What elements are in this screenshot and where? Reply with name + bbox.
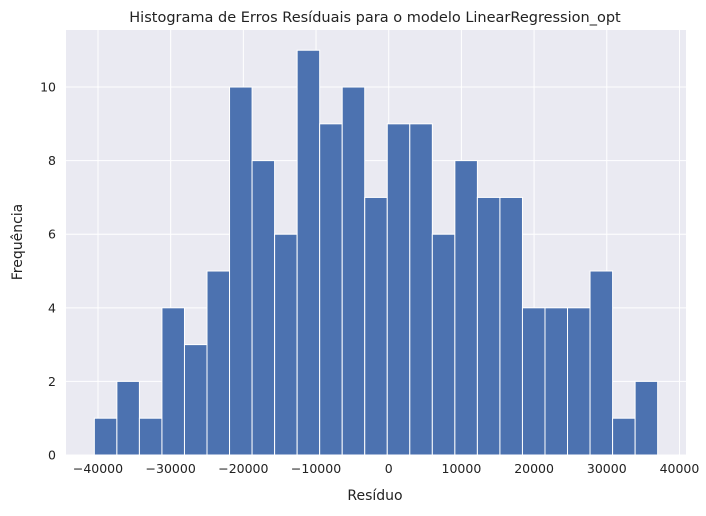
y-tick-label: 2 — [48, 374, 56, 389]
histogram-bar — [274, 233, 298, 456]
y-tick-label: 6 — [48, 227, 56, 242]
histogram-bar — [138, 417, 163, 456]
histogram-bar — [499, 196, 523, 456]
x-tick-label: 10000 — [442, 461, 482, 476]
histogram-bar — [544, 307, 569, 456]
y-axis-ticks: 0 2 4 6 8 10 — [40, 80, 56, 463]
histogram-bar — [386, 123, 411, 456]
histogram-bar — [229, 86, 253, 456]
x-tick-label: −10000 — [291, 461, 341, 476]
histogram-bar — [476, 196, 501, 456]
x-tick-label: 40000 — [660, 461, 700, 476]
x-axis-label: Resíduo — [347, 488, 402, 504]
histogram-bar — [251, 160, 276, 456]
y-tick-label: 0 — [48, 448, 56, 463]
histogram-bar — [431, 233, 456, 456]
histogram-bar — [341, 86, 366, 456]
histogram-bar — [296, 49, 321, 456]
x-tick-label: −30000 — [146, 461, 196, 476]
histogram-bar — [206, 270, 231, 456]
histogram-bar — [319, 123, 343, 456]
histogram-bar — [93, 417, 118, 456]
x-tick-label: −20000 — [218, 461, 268, 476]
histogram-bar — [612, 417, 636, 456]
histogram-bar — [183, 344, 208, 456]
histogram-bar — [364, 196, 388, 456]
y-tick-label: 4 — [48, 300, 56, 315]
x-tick-label: 0 — [385, 461, 393, 476]
x-tick-label: −40000 — [73, 461, 123, 476]
histogram-bar — [589, 270, 614, 456]
x-axis-ticks: −40000 −30000 −20000 −10000 0 10000 20000 30000… — [73, 461, 700, 476]
x-tick-label: 30000 — [587, 461, 627, 476]
histogram-bar — [521, 307, 546, 456]
histogram-bar — [454, 160, 478, 456]
y-tick-label: 8 — [48, 153, 56, 168]
histogram-bar — [116, 380, 140, 456]
histogram-bar — [409, 123, 433, 456]
histogram-bars — [93, 49, 659, 456]
y-tick-label: 10 — [40, 80, 56, 95]
histogram-bar — [567, 307, 591, 456]
y-axis-label: Frequência — [10, 204, 26, 281]
histogram-bar — [161, 307, 185, 456]
chart-title: Histograma de Erros Resíduais para o mod… — [129, 10, 621, 26]
x-tick-label: 20000 — [514, 461, 554, 476]
histogram-bar — [634, 380, 659, 456]
